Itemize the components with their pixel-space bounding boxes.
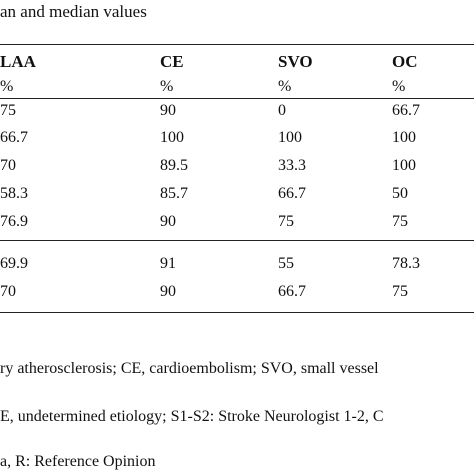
table-cell: 0 [278,102,286,119]
table-cell: 90 [160,102,176,119]
footnote-raters: E, undetermined etiology; S1-S2: Stroke … [0,408,384,425]
table-cell: 100 [392,129,416,146]
table-cell: 75 [392,213,408,230]
table-cell: 66.7 [392,102,420,119]
unit-laa: % [0,78,14,95]
table-cell: 66.7 [0,129,28,146]
bottom-rule [0,312,474,313]
header-rule [0,98,474,99]
table-cell: 85.7 [160,185,188,202]
table-cell: 66.7 [278,185,306,202]
column-header-laa: LAA [0,52,36,71]
table-cell: 70 [0,283,16,300]
table-cell: 75 [392,283,408,300]
table-cell: 50 [392,185,408,202]
table-cell: 91 [160,255,176,272]
table-cell: 100 [160,129,184,146]
column-header-svo: SVO [278,52,313,71]
footnote-abbreviations: ry atherosclerosis; CE, cardioembolism; … [0,360,379,377]
table-cell: 66.7 [278,283,306,300]
unit-oc: % [392,78,406,95]
unit-svo: % [278,78,292,95]
table-cell: 90 [160,213,176,230]
table-cell: 69.9 [0,255,28,272]
table-cell: 75 [0,102,16,119]
table-cell: 55 [278,255,294,272]
table-cell: 90 [160,283,176,300]
column-header-ce: CE [160,52,184,71]
table-cell: 75 [278,213,294,230]
table-cell: 100 [392,157,416,174]
table-cell: 70 [0,157,16,174]
table-caption: an and median values [0,2,147,21]
unit-ce: % [160,78,174,95]
footnote-reference: a, R: Reference Opinion [0,453,156,470]
table-cell: 58.3 [0,185,28,202]
summary-rule [0,240,474,241]
table-cell: 76.9 [0,213,28,230]
top-rule [0,44,474,45]
table-cell: 33.3 [278,157,306,174]
table-cell: 89.5 [160,157,188,174]
column-header-oc: OC [392,52,418,71]
table-cell: 100 [278,129,302,146]
table-cell: 78.3 [392,255,420,272]
